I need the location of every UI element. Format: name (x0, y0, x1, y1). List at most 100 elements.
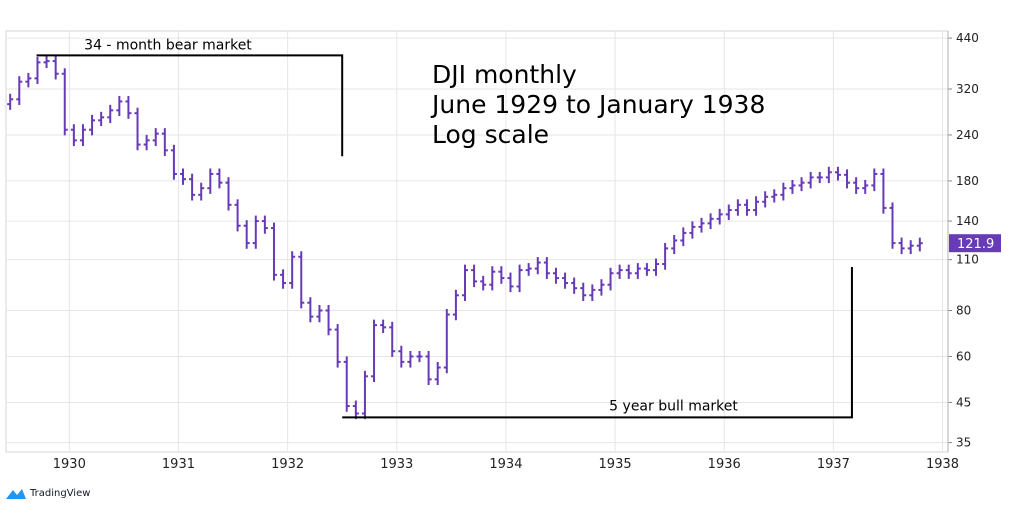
price-bar (25, 72, 32, 88)
price-bar (898, 237, 905, 255)
price-bar (116, 95, 123, 117)
price-bar (698, 217, 705, 233)
x-tick-label: 1931 (162, 457, 195, 472)
price-bar (207, 168, 214, 194)
price-bar (816, 171, 823, 184)
price-bar (471, 264, 478, 288)
grid (5, 30, 949, 453)
y-tick-label: 80 (956, 304, 971, 318)
title-line: DJI monthly (432, 60, 577, 89)
price-bar (653, 258, 660, 276)
price-bar (534, 257, 541, 275)
price-bar (425, 350, 432, 386)
x-tick-label: 1930 (53, 457, 86, 472)
price-bar (798, 177, 805, 192)
price-bar (43, 55, 50, 69)
price-bar (725, 204, 732, 221)
price-bar (780, 182, 787, 201)
price-bar (598, 279, 605, 296)
price-bar (225, 177, 232, 211)
price-bar (325, 305, 332, 336)
price-bar (844, 169, 851, 189)
y-tick-label: 60 (956, 349, 971, 363)
axes: 440 320 240 180 140 110 80 60 45 35 1930 1931 1932 19… (53, 31, 1001, 472)
tradingview-logo-text: TradingView (30, 487, 91, 499)
price-bar (862, 179, 869, 194)
price-bar (634, 263, 641, 279)
price-bar (334, 324, 341, 368)
price-bar (371, 319, 378, 382)
price-bar (407, 350, 414, 368)
tradingview-logo-icon (6, 489, 26, 499)
x-tick-label: 1935 (599, 457, 632, 472)
annotation-bracket (342, 267, 853, 419)
price-bar (489, 266, 496, 291)
price-bar (753, 196, 760, 216)
price-bar (562, 272, 569, 289)
price-bar (252, 215, 259, 249)
x-tick-label: 1937 (817, 457, 850, 472)
price-bar (152, 128, 159, 147)
bear-market-annotation: 34 - month bear market (36, 37, 344, 157)
price-bar (552, 267, 559, 284)
price-bar (34, 56, 41, 85)
price-bar (543, 257, 550, 279)
price-bar (316, 305, 323, 323)
price-bar (16, 76, 23, 105)
price-bar (361, 370, 368, 420)
price-bar (834, 166, 841, 181)
price-bar (189, 173, 196, 201)
y-tick-label: 180 (956, 174, 979, 188)
x-tick-label: 1933 (380, 457, 413, 472)
price-bar (716, 208, 723, 225)
price-bar (170, 144, 177, 180)
price-bar (452, 289, 459, 321)
y-tick-label: 45 (956, 395, 971, 409)
price-bar (880, 168, 887, 214)
price-bar (143, 134, 150, 151)
price-bar (107, 104, 114, 124)
y-tick-label: 240 (956, 128, 979, 142)
price-bar (689, 221, 696, 239)
price-bar (516, 264, 523, 293)
price-bar (480, 275, 487, 291)
y-tick-label: 140 (956, 214, 979, 228)
price-bar (79, 124, 86, 147)
price-bar (498, 266, 505, 284)
price-bar (307, 297, 314, 323)
price-bar (289, 251, 296, 289)
price-bar (907, 240, 914, 255)
last-value-badge (949, 234, 1001, 253)
price-bar (98, 111, 105, 127)
price-bar (871, 168, 878, 192)
price-bar (571, 277, 578, 294)
annotations: 34 - month bear market 5 year bull market (36, 37, 853, 419)
price-bar (61, 68, 68, 136)
x-tick-label: 1936 (708, 457, 741, 472)
price-bar (7, 93, 14, 110)
annotation-label: 34 - month bear market (84, 37, 252, 53)
price-bar (89, 114, 96, 136)
last-value-label: 121.9 (957, 237, 994, 252)
price-bar (916, 237, 923, 252)
price-bar (671, 234, 678, 255)
price-bar (416, 350, 423, 363)
price-bar (625, 264, 632, 279)
price-bar (807, 171, 814, 189)
price-bar (280, 269, 287, 289)
tradingview-logo: TradingView (6, 487, 90, 499)
x-tick-label: 1934 (489, 457, 522, 472)
price-bar (707, 213, 714, 230)
price-bar (125, 95, 132, 119)
price-bar (680, 227, 687, 247)
price-bar (180, 168, 187, 185)
annotation-bracket (36, 54, 344, 157)
price-bar (607, 267, 614, 291)
price-bar (771, 189, 778, 203)
price-bar (343, 356, 350, 412)
price-bar (216, 168, 223, 189)
y-tick-label: 35 (956, 436, 971, 450)
price-bar (134, 107, 141, 151)
